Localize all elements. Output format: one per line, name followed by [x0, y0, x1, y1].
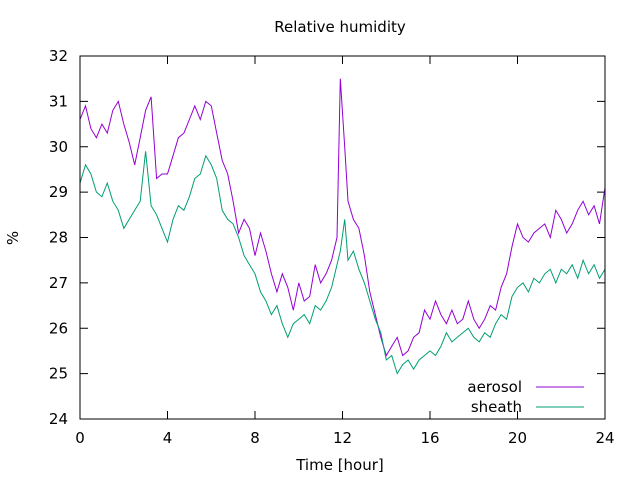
- x-tick-label: 20: [508, 429, 527, 447]
- y-tick-label: 32: [49, 47, 68, 65]
- series-line-sheath: [79, 151, 606, 375]
- y-tick-label: 26: [49, 319, 68, 337]
- legend: aerosol sheath: [467, 378, 584, 416]
- x-axis-label: Time [hour]: [295, 456, 384, 474]
- y-axis-label: %: [4, 231, 22, 245]
- x-tick-label: 16: [420, 429, 439, 447]
- x-tick-label: 0: [75, 429, 85, 447]
- legend-label-sheath: sheath: [471, 398, 522, 416]
- plot-frame: [79, 55, 606, 420]
- x-tick-label: 24: [595, 429, 614, 447]
- y-tick-label: 27: [49, 274, 68, 292]
- series-group: [79, 78, 606, 375]
- x-tick-label: 4: [163, 429, 173, 447]
- y-tick-label: 31: [49, 92, 68, 110]
- y-tick-label: 25: [49, 365, 68, 383]
- y-tick-label: 24: [49, 410, 68, 428]
- y-tick-label: 30: [49, 138, 68, 156]
- x-tick-label: 12: [333, 429, 352, 447]
- y-tick-label: 28: [49, 229, 68, 247]
- x-tick-label: 8: [250, 429, 260, 447]
- legend-label-aerosol: aerosol: [467, 378, 522, 396]
- axis-tick-labels: 0 4 8 12 16 20 24 24 25 26 27 28 29 30 31 32: [49, 47, 615, 447]
- series-line-aerosol: [79, 78, 606, 357]
- chart-title: Relative humidity: [274, 18, 406, 36]
- y-tick-label: 29: [49, 183, 68, 201]
